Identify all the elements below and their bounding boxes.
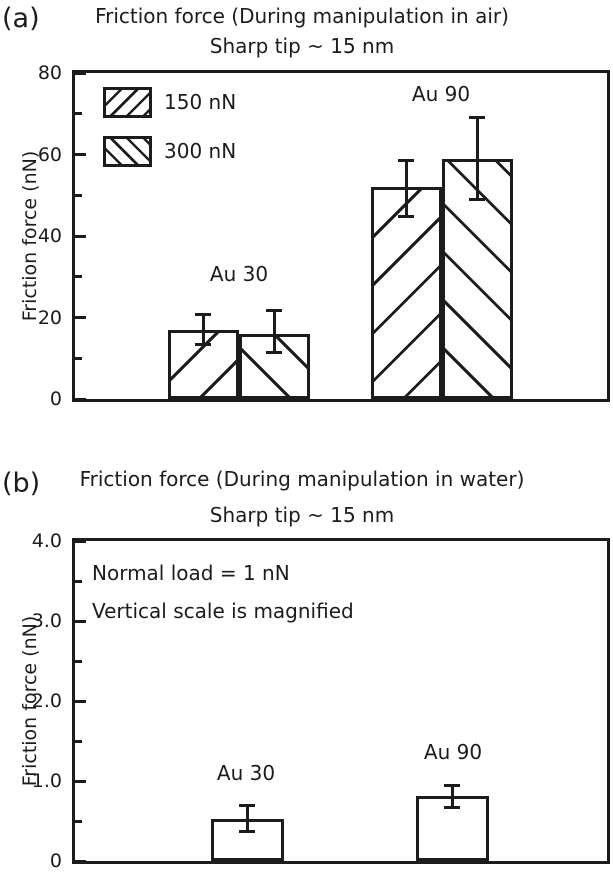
error-bar-cap-top xyxy=(398,158,414,162)
y-tick-minor xyxy=(75,275,82,279)
group-label-au90: Au 90 xyxy=(411,82,471,106)
group-label-au30: Au 30 xyxy=(216,761,276,785)
y-tick-major xyxy=(75,779,86,783)
error-bar-line xyxy=(201,313,205,346)
y-tick-label: 20 xyxy=(37,306,62,329)
y-tick-label: 2.0 xyxy=(31,690,62,712)
y-tick-label: 3.0 xyxy=(31,610,62,632)
backward-hatch-swatch-icon xyxy=(103,136,152,167)
error-bar-cap-top xyxy=(444,784,460,788)
error-bar-cap-bottom xyxy=(469,198,485,202)
panel-a-plot-area: 150 nN 300 nN Au 30 Au 90 xyxy=(72,70,610,402)
panel-b-plot-area: Normal load = 1 nN Vertical scale is mag… xyxy=(72,538,610,864)
error-bar-cap-bottom xyxy=(195,343,211,346)
y-tick-minor xyxy=(75,112,82,116)
y-tick-minor xyxy=(75,356,82,360)
error-bar-line xyxy=(450,784,454,809)
y-tick-major xyxy=(75,71,86,75)
y-tick-major xyxy=(75,397,86,401)
y-tick-label: 0 xyxy=(49,388,62,410)
group-label-au30: Au 30 xyxy=(209,262,269,286)
y-tick-major xyxy=(75,316,86,319)
y-tick-major xyxy=(75,619,86,623)
panel-b-title: Friction force (During manipulation in w… xyxy=(79,467,525,491)
legend-label-300nN: 300 nN xyxy=(164,139,237,163)
y-tick-label: 4.0 xyxy=(31,530,62,552)
forward-hatch-swatch-icon xyxy=(103,87,152,118)
y-tick-minor xyxy=(75,579,82,583)
error-bar-line xyxy=(404,158,408,218)
error-bar-cap-top xyxy=(195,313,211,317)
error-bar-cap-top xyxy=(266,309,282,313)
y-tick-major xyxy=(75,153,86,156)
error-bar-line xyxy=(245,804,249,833)
y-tick-minor xyxy=(75,819,82,823)
annotation-normal-load: Normal load = 1 nN xyxy=(92,561,290,585)
legend-item-300nN: 300 nN xyxy=(103,136,236,167)
y-tick-major xyxy=(75,234,86,238)
error-bar-cap-bottom xyxy=(398,214,414,218)
y-tick-major xyxy=(75,859,86,863)
legend-label-150nN: 150 nN xyxy=(164,90,237,114)
y-tick-label: 0 xyxy=(49,850,62,872)
panel-a-subtitle: Sharp tip ~ 15 nm xyxy=(209,34,395,58)
y-tick-major xyxy=(75,539,86,543)
y-tick-label: 40 xyxy=(37,225,62,247)
error-bar-cap-bottom xyxy=(266,351,282,355)
y-tick-label: 80 xyxy=(37,62,62,84)
bar-au90-150nN xyxy=(370,187,442,399)
y-tick-label: 60 xyxy=(37,143,62,166)
error-bar-cap-top xyxy=(469,115,485,119)
error-bar-line xyxy=(475,115,479,202)
panel-b-subtitle: Sharp tip ~ 15 nm xyxy=(209,503,395,527)
error-bar-cap-bottom xyxy=(239,830,255,833)
y-tick-major xyxy=(75,699,86,703)
y-tick-label: 1.0 xyxy=(31,770,62,792)
y-tick-minor xyxy=(75,739,82,743)
y-tick-minor xyxy=(75,193,82,197)
error-bar-cap-top xyxy=(239,804,255,808)
y-tick-minor xyxy=(75,659,82,663)
annotation-vertical-scale: Vertical scale is magnified xyxy=(92,599,354,623)
group-label-au90: Au 90 xyxy=(423,740,483,764)
panel-a-title: Friction force (During manipulation in a… xyxy=(95,4,509,28)
panel-a-label: (a) xyxy=(2,3,40,34)
panel-b-label: (b) xyxy=(2,468,41,499)
error-bar-cap-bottom xyxy=(444,806,460,809)
panel-a-legend: 150 nN 300 nN xyxy=(103,87,236,167)
legend-item-150nN: 150 nN xyxy=(103,87,236,118)
error-bar-line xyxy=(272,309,276,355)
